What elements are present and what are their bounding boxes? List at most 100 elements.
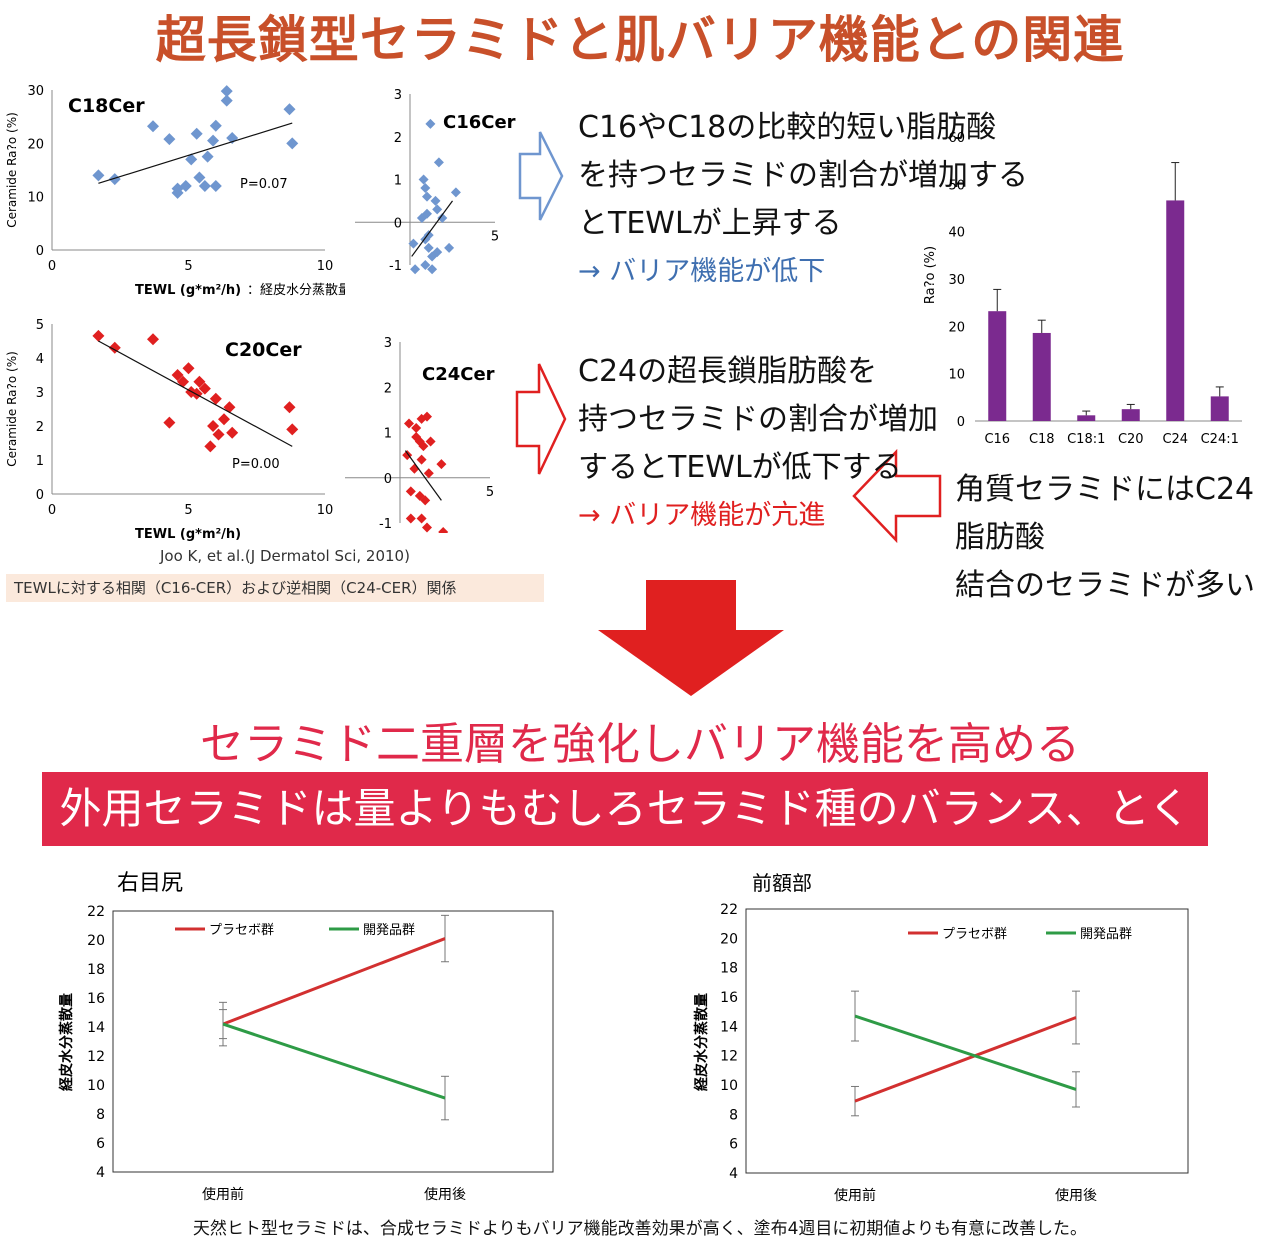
data-point — [163, 416, 176, 429]
data-point — [427, 251, 438, 262]
data-point — [436, 459, 447, 470]
legend-label: 開発品群 — [363, 923, 415, 938]
data-point — [420, 260, 431, 270]
y-tick-label: 1 — [394, 174, 402, 189]
data-point — [283, 103, 296, 116]
citation: Joo K, et al.(J Dermatol Sci, 2010) — [160, 547, 410, 565]
y-axis-label: Ceramide Ra?o (%) — [5, 112, 19, 228]
y-tick-label: 30 — [948, 273, 965, 288]
y-tick-label: 3 — [384, 336, 392, 351]
x-tick-label: C20 — [1118, 432, 1144, 447]
line-chart-eye: 右目尻 4 6 8 10 12 14 16 18 20 22 使用前 使用後 プラセボ群 開発品群 経皮水… — [58, 871, 554, 1203]
y-tick-label: 4 — [36, 352, 44, 367]
scatter-c24: -1 0 1 2 3 5 C24Cer — [345, 336, 495, 533]
trend-line — [98, 122, 293, 184]
note-barrier-decrease: → バリア機能が低下 — [578, 256, 826, 287]
y-tick-label: 0 — [36, 244, 44, 259]
y-tick-label: 14 — [720, 1019, 738, 1035]
data-point — [411, 432, 422, 443]
data-point — [226, 426, 239, 439]
bar — [1077, 415, 1096, 421]
conclusion-note: 天然ヒト型セラミドは、合成セラミドよりもバリア機能改善効果が高く、塗布4週目に初… — [192, 1219, 1088, 1239]
data-point — [430, 195, 441, 206]
y-tick-label: 0 — [384, 472, 392, 487]
data-point — [411, 422, 422, 433]
y-tick-label: 16 — [720, 990, 738, 1006]
y-tick-label: 5 — [36, 318, 44, 333]
bar — [1166, 200, 1185, 421]
chart-title: C18Cer — [68, 95, 145, 117]
data-point — [420, 183, 431, 194]
x-tick-label: C18:1 — [1067, 432, 1105, 447]
data-point — [220, 85, 233, 98]
data-point — [193, 375, 206, 388]
y-tick-label: 6 — [729, 1137, 738, 1153]
series-line — [222, 937, 446, 1026]
y-axis-label: Ceramide Ra?o (%) — [5, 351, 19, 467]
y-axis-label: 経皮水分蒸散量 — [693, 993, 710, 1091]
data-point — [190, 387, 203, 400]
y-tick-label: 40 — [948, 226, 965, 241]
y-axis-label: 経皮水分蒸散量 — [58, 993, 75, 1091]
y-tick-label: 50 — [948, 178, 965, 193]
y-tick-label: 20 — [87, 933, 105, 949]
data-point — [190, 127, 203, 140]
data-point — [207, 420, 220, 432]
series-line — [222, 1022, 446, 1100]
data-point — [416, 212, 427, 223]
p-value: P=0.07 — [240, 177, 288, 192]
y-tick-label: 4 — [96, 1165, 105, 1181]
chart-title: C16Cer — [443, 112, 516, 133]
data-point — [286, 423, 299, 436]
data-point — [420, 234, 431, 245]
y-tick-label: -1 — [379, 517, 392, 532]
bar — [1210, 396, 1229, 421]
data-point — [163, 133, 176, 146]
data-point — [193, 171, 206, 184]
y-tick-label: 18 — [87, 962, 105, 978]
data-point — [92, 329, 105, 342]
data-point — [416, 413, 427, 424]
data-point — [423, 242, 434, 253]
x-tick-label: 0 — [48, 503, 56, 518]
trend-line — [98, 340, 293, 447]
data-point — [201, 150, 214, 163]
bar — [1121, 409, 1140, 421]
x-tick-label: C16 — [984, 432, 1010, 447]
data-point — [444, 242, 455, 253]
data-point — [425, 436, 436, 447]
arrow-right-red-icon — [515, 363, 567, 475]
arrow-down-red-icon — [598, 580, 784, 696]
data-point — [212, 428, 225, 441]
y-tick-label: 10 — [948, 368, 965, 383]
data-point — [108, 173, 121, 186]
data-point — [416, 513, 427, 524]
y-tick-label: 6 — [96, 1136, 105, 1152]
x-tick-label: 5 — [184, 503, 192, 518]
page-title: 超長鎖型セラミドと肌バリア機能との関連 — [155, 11, 1125, 69]
data-point — [209, 392, 222, 405]
data-point — [405, 486, 416, 497]
y-tick-label: 2 — [394, 131, 402, 146]
x-tick-label: 5 — [184, 259, 192, 274]
x-tick-label: 使用後 — [424, 1186, 466, 1203]
data-point — [209, 119, 222, 132]
x-tick-label: 5 — [491, 229, 499, 244]
data-point — [92, 169, 105, 182]
y-tick-label: 4 — [729, 1166, 738, 1182]
data-point — [422, 522, 432, 533]
data-point — [171, 369, 184, 381]
y-tick-label: 1 — [36, 454, 44, 469]
y-tick-label: 0 — [957, 415, 965, 430]
note-barrier-increase: → バリア機能が亢進 — [578, 500, 826, 531]
y-tick-label: 10 — [27, 191, 44, 206]
data-point — [418, 174, 429, 185]
y-tick-label: 18 — [720, 961, 738, 977]
y-tick-label: 16 — [87, 991, 105, 1007]
y-tick-label: 2 — [384, 381, 392, 396]
y-tick-label: 20 — [27, 137, 44, 152]
y-tick-label: 22 — [87, 904, 105, 920]
message-stratum-ceramide: 角質セラミドにはC24脂肪酸 結合のセラミドが多い — [955, 472, 1255, 603]
data-point — [433, 157, 444, 168]
y-tick-label: 0 — [394, 216, 402, 231]
